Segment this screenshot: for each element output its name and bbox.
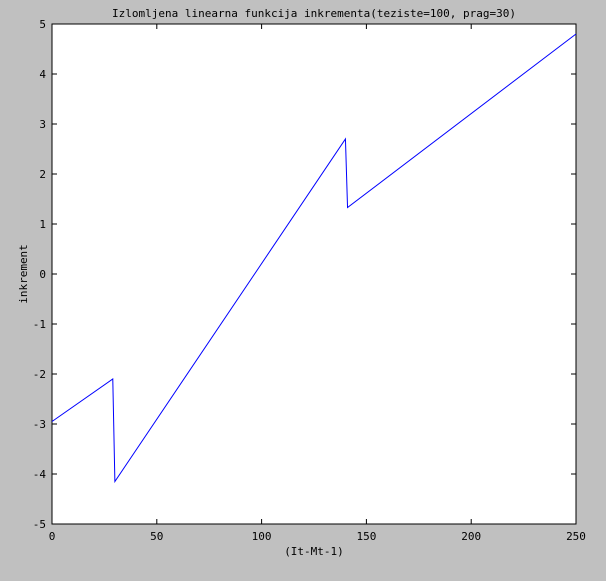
y-tick-label: -1 — [33, 318, 46, 331]
y-tick-label: 5 — [39, 18, 46, 31]
series-layer — [51, 33, 577, 484]
y-tick-label: -3 — [33, 418, 46, 431]
y-tick-label: -2 — [33, 368, 46, 381]
y-tick-label: 3 — [39, 118, 46, 131]
x-tick-label: 50 — [150, 530, 163, 543]
y-tick-label: 1 — [39, 218, 46, 231]
plot-area — [51, 23, 577, 525]
chart-title: Izlomljena linearna funkcija inkrementa(… — [112, 7, 516, 20]
y-tick-label: -4 — [33, 468, 47, 481]
x-tick-label: 200 — [461, 530, 481, 543]
x-tick-label: 150 — [356, 530, 376, 543]
x-tick-label: 100 — [252, 530, 272, 543]
x-axis-label: (It-Mt-1) — [284, 545, 344, 558]
y-tick-label: 2 — [39, 168, 46, 181]
y-axis-label: inkrement — [17, 244, 30, 304]
x-tick-label: 0 — [49, 530, 56, 543]
x-tick-label: 250 — [566, 530, 586, 543]
y-tick-label: 4 — [39, 68, 46, 81]
y-tick-label: -5 — [33, 518, 46, 531]
series-line — [51, 33, 577, 484]
y-tick-label: 0 — [39, 268, 46, 281]
ticks-layer: 0 50 100 150 200 250 -5 -4 -3 -2 -1 0 1 2 3 4 5 — [33, 18, 586, 543]
